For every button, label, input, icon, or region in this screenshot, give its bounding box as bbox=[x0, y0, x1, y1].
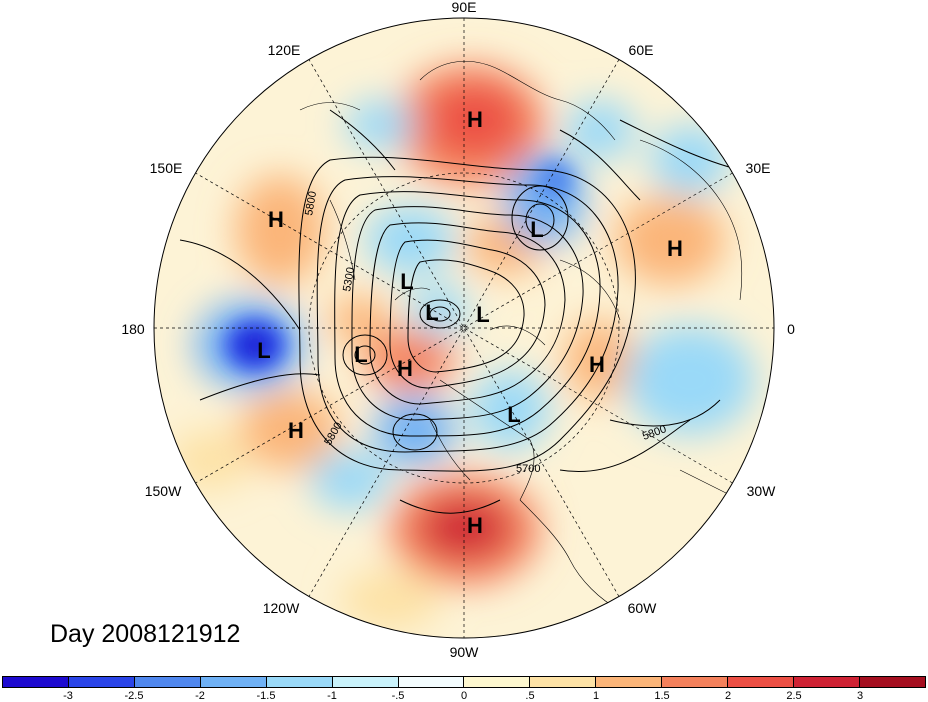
low-pressure-label: L bbox=[354, 342, 367, 367]
contour-label: 5300 bbox=[341, 266, 357, 292]
colorbar-tick-label: .5 bbox=[525, 690, 535, 702]
graticule bbox=[154, 18, 774, 638]
colorbar-cell bbox=[794, 677, 860, 687]
low-pressure-label: L bbox=[507, 402, 520, 427]
colorbar-tick-label: 3 bbox=[856, 690, 864, 702]
coastlines bbox=[299, 60, 743, 611]
colorbar-tick-label: 0 bbox=[460, 690, 468, 702]
longitude-label-30e: 30E bbox=[745, 160, 771, 176]
longitude-label-0: 0 bbox=[787, 321, 795, 337]
contour-label: 5800 bbox=[303, 190, 319, 216]
longitude-label-120e: 120E bbox=[267, 42, 301, 58]
colorbar-tick-label: 1 bbox=[592, 690, 600, 702]
colorbar-cell bbox=[398, 677, 465, 687]
colorbar-cell bbox=[134, 677, 201, 687]
pressure-centers: H H H H H H H L L L L L L L bbox=[257, 107, 683, 538]
colorbar-tick-label: -3 bbox=[63, 690, 73, 702]
high-pressure-label: H bbox=[268, 207, 284, 232]
colorbar-tick-label: -1 bbox=[327, 690, 337, 702]
colorbar-cell bbox=[3, 677, 69, 687]
high-pressure-label: H bbox=[467, 107, 483, 132]
low-pressure-label: L bbox=[476, 302, 489, 327]
contour-label: 5700 bbox=[516, 463, 540, 475]
high-pressure-label: H bbox=[467, 513, 483, 538]
longitude-label-60w: 60W bbox=[627, 600, 657, 616]
colorbar-cell bbox=[859, 677, 925, 687]
colorbar-cell bbox=[464, 677, 531, 687]
longitude-label-90e: 90E bbox=[451, 0, 477, 15]
colorbar-cell bbox=[332, 677, 399, 687]
colorbar-tick-label: -.5 bbox=[391, 690, 405, 702]
longitude-label-90w: 90W bbox=[449, 644, 479, 660]
longitude-label-60e: 60E bbox=[628, 42, 654, 58]
map-boundary bbox=[153, 17, 775, 639]
longitude-label-30w: 30W bbox=[746, 483, 776, 499]
high-pressure-label: H bbox=[667, 236, 683, 261]
colorbar-cell bbox=[662, 677, 729, 687]
low-pressure-label: L bbox=[425, 300, 438, 325]
low-pressure-label: L bbox=[400, 269, 413, 294]
colorbar-tick-label: -2.5 bbox=[124, 690, 144, 702]
colorbar-cell bbox=[68, 677, 135, 687]
colorbar-tick-label: -1.5 bbox=[256, 690, 276, 702]
longitude-label-150e: 150E bbox=[149, 160, 183, 176]
day-label: Day 2008121912 bbox=[50, 620, 241, 648]
colorbar-cell bbox=[200, 677, 267, 687]
colorbar-cell bbox=[728, 677, 795, 687]
low-pressure-label: L bbox=[530, 217, 543, 242]
geopotential-contours bbox=[179, 109, 741, 514]
longitude-label-120w: 120W bbox=[262, 600, 300, 616]
high-pressure-label: H bbox=[288, 418, 304, 443]
colorbar-tick-label: 1.5 bbox=[654, 690, 670, 702]
colorbar-cell bbox=[596, 677, 663, 687]
colorbar bbox=[2, 676, 926, 688]
colorbar-tick-label: -2 bbox=[195, 690, 205, 702]
longitude-label-180: 180 bbox=[121, 321, 145, 337]
longitude-label-150w: 150W bbox=[144, 483, 182, 499]
colorbar-tick-label: 2.5 bbox=[786, 690, 802, 702]
high-pressure-label: H bbox=[589, 352, 605, 377]
colorbar-cell bbox=[530, 677, 597, 687]
colorbar-tick-label: 2 bbox=[724, 690, 732, 702]
colorbar-cell bbox=[266, 677, 333, 687]
low-pressure-label: L bbox=[257, 338, 270, 363]
high-pressure-label: H bbox=[397, 356, 413, 381]
